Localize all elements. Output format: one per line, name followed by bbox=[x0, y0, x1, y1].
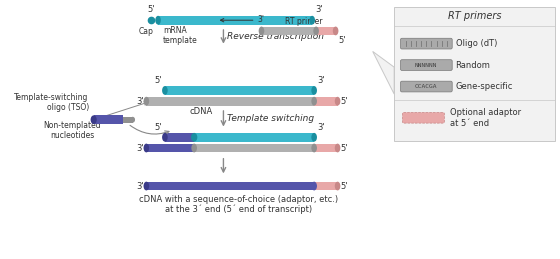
Text: mRNA
template: mRNA template bbox=[163, 26, 198, 45]
Polygon shape bbox=[373, 52, 394, 94]
Text: Reverse transcription: Reverse transcription bbox=[227, 32, 324, 41]
Text: Non-templated
nucleotides: Non-templated nucleotides bbox=[44, 121, 101, 140]
Text: at the 3´ end (5´ end of transcript): at the 3´ end (5´ end of transcript) bbox=[165, 204, 311, 214]
Text: Cap: Cap bbox=[139, 27, 154, 36]
Text: 3': 3' bbox=[315, 5, 323, 14]
Bar bbox=[316, 27, 335, 35]
FancyBboxPatch shape bbox=[400, 38, 452, 49]
Text: 5': 5' bbox=[155, 76, 162, 85]
Text: 3': 3' bbox=[317, 76, 325, 85]
Text: Template-switching
oligo (TSO): Template-switching oligo (TSO) bbox=[15, 92, 89, 112]
Bar bbox=[146, 97, 314, 106]
Bar bbox=[158, 16, 312, 25]
Ellipse shape bbox=[191, 133, 197, 142]
Bar bbox=[194, 133, 314, 142]
Ellipse shape bbox=[130, 117, 135, 123]
Text: Oligo (dT): Oligo (dT) bbox=[456, 39, 497, 48]
Text: Random: Random bbox=[456, 61, 491, 70]
Text: cDNA with a sequence-of-choice (adaptor, etc.): cDNA with a sequence-of-choice (adaptor,… bbox=[138, 195, 338, 204]
Text: 3': 3' bbox=[136, 182, 143, 191]
FancyBboxPatch shape bbox=[400, 60, 452, 70]
Bar bbox=[146, 143, 194, 152]
Bar bbox=[314, 182, 338, 190]
Ellipse shape bbox=[143, 97, 149, 106]
Text: 3': 3' bbox=[258, 15, 264, 24]
Text: RT primers: RT primers bbox=[448, 11, 501, 21]
Text: 5': 5' bbox=[155, 123, 162, 132]
Text: RT primer: RT primer bbox=[284, 17, 322, 26]
Text: 3': 3' bbox=[317, 123, 325, 132]
Ellipse shape bbox=[311, 86, 317, 95]
Ellipse shape bbox=[143, 143, 149, 152]
Ellipse shape bbox=[311, 97, 317, 106]
Bar bbox=[165, 133, 194, 142]
Ellipse shape bbox=[311, 143, 317, 152]
Ellipse shape bbox=[259, 27, 264, 35]
Ellipse shape bbox=[335, 97, 340, 106]
Bar bbox=[165, 86, 314, 95]
Text: 5': 5' bbox=[340, 97, 348, 106]
Ellipse shape bbox=[162, 133, 167, 142]
Bar bbox=[262, 27, 316, 35]
Ellipse shape bbox=[335, 143, 340, 152]
Ellipse shape bbox=[155, 16, 161, 25]
Text: Optional adaptor
at 5´ end: Optional adaptor at 5´ end bbox=[450, 108, 521, 128]
Ellipse shape bbox=[192, 143, 197, 152]
Bar bbox=[314, 143, 338, 152]
Text: 5': 5' bbox=[340, 143, 348, 153]
Ellipse shape bbox=[335, 182, 340, 190]
Ellipse shape bbox=[91, 115, 97, 124]
FancyBboxPatch shape bbox=[400, 81, 452, 92]
Bar bbox=[94, 115, 123, 124]
Text: NNNNNN: NNNNNN bbox=[415, 63, 437, 68]
Text: 5': 5' bbox=[148, 5, 155, 14]
Bar bbox=[194, 143, 314, 152]
Bar bbox=[123, 117, 133, 123]
Text: 3': 3' bbox=[136, 97, 143, 106]
Ellipse shape bbox=[313, 27, 319, 35]
Ellipse shape bbox=[309, 16, 315, 25]
Ellipse shape bbox=[162, 86, 167, 95]
Text: 3': 3' bbox=[136, 143, 143, 153]
Text: 5': 5' bbox=[340, 182, 348, 191]
FancyBboxPatch shape bbox=[394, 6, 555, 141]
Text: cDNA: cDNA bbox=[189, 106, 213, 116]
Bar bbox=[314, 97, 338, 106]
Ellipse shape bbox=[311, 182, 317, 190]
FancyBboxPatch shape bbox=[403, 112, 445, 123]
Text: Gene-specific: Gene-specific bbox=[456, 82, 513, 91]
Text: 5': 5' bbox=[339, 36, 346, 45]
Text: Template switching: Template switching bbox=[227, 114, 315, 123]
Ellipse shape bbox=[333, 27, 338, 35]
Text: CCACGA: CCACGA bbox=[415, 84, 437, 89]
Ellipse shape bbox=[143, 182, 149, 190]
Ellipse shape bbox=[311, 133, 317, 142]
Bar bbox=[146, 182, 314, 190]
